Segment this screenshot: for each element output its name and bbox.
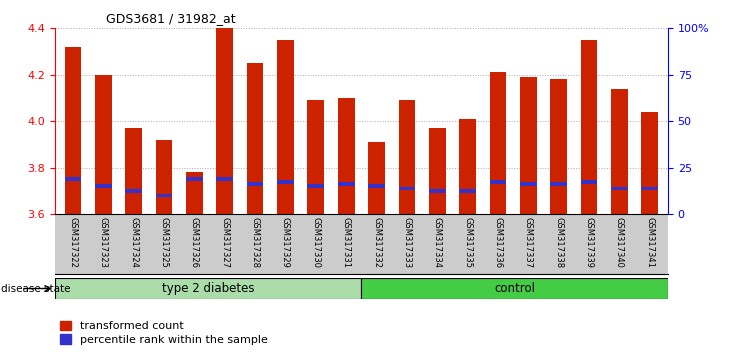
Text: type 2 diabetes: type 2 diabetes <box>162 282 254 295</box>
Bar <box>490 180 507 183</box>
Bar <box>186 172 203 214</box>
Text: GSM317327: GSM317327 <box>220 217 229 268</box>
Bar <box>429 128 445 214</box>
Bar <box>361 278 668 299</box>
Text: GSM317324: GSM317324 <box>129 217 138 268</box>
Legend: transformed count, percentile rank within the sample: transformed count, percentile rank withi… <box>61 321 268 345</box>
Text: GSM317330: GSM317330 <box>311 217 320 268</box>
Text: GSM317325: GSM317325 <box>160 217 169 268</box>
Bar <box>126 189 142 193</box>
Bar <box>155 194 172 198</box>
Text: GSM317326: GSM317326 <box>190 217 199 268</box>
Bar <box>429 189 445 193</box>
Bar <box>580 40 597 214</box>
Text: GSM317329: GSM317329 <box>281 217 290 268</box>
Text: GSM317332: GSM317332 <box>372 217 381 268</box>
Bar <box>186 177 203 181</box>
Bar <box>155 140 172 214</box>
Bar <box>55 278 361 299</box>
Text: GSM317341: GSM317341 <box>645 217 654 268</box>
Bar <box>277 40 293 214</box>
Text: GSM317336: GSM317336 <box>493 217 502 268</box>
Bar <box>126 128 142 214</box>
Bar <box>368 142 385 214</box>
Text: GSM317328: GSM317328 <box>250 217 260 268</box>
Bar <box>65 177 81 181</box>
Bar <box>490 73 507 214</box>
Text: GSM317335: GSM317335 <box>463 217 472 268</box>
Text: control: control <box>494 282 535 295</box>
Bar <box>307 100 324 214</box>
Bar <box>611 187 628 190</box>
Text: GSM317338: GSM317338 <box>554 217 563 268</box>
Bar <box>65 47 81 214</box>
Bar <box>216 177 233 181</box>
Text: GSM317339: GSM317339 <box>585 217 593 268</box>
Text: GSM317322: GSM317322 <box>69 217 77 268</box>
Bar <box>277 180 293 183</box>
Bar <box>247 182 264 186</box>
Bar <box>520 77 537 214</box>
Text: disease state: disease state <box>1 284 70 293</box>
Text: GSM317323: GSM317323 <box>99 217 108 268</box>
Bar <box>550 79 567 214</box>
Text: GDS3681 / 31982_at: GDS3681 / 31982_at <box>106 12 236 25</box>
Text: GSM317333: GSM317333 <box>402 217 412 268</box>
Bar <box>399 100 415 214</box>
Bar <box>307 184 324 188</box>
Bar <box>642 187 658 190</box>
Text: GSM317331: GSM317331 <box>342 217 350 268</box>
Text: GSM317337: GSM317337 <box>524 217 533 268</box>
Bar <box>399 187 415 190</box>
Bar <box>247 63 264 214</box>
Bar <box>216 28 233 214</box>
Bar <box>459 189 476 193</box>
Bar <box>580 180 597 183</box>
Bar <box>611 89 628 214</box>
Text: GSM317340: GSM317340 <box>615 217 624 268</box>
Bar <box>550 182 567 186</box>
Bar <box>95 75 112 214</box>
Text: GSM317334: GSM317334 <box>433 217 442 268</box>
Bar <box>338 98 355 214</box>
Bar <box>368 184 385 188</box>
Bar <box>642 112 658 214</box>
Bar <box>520 182 537 186</box>
Bar <box>338 182 355 186</box>
Bar <box>95 184 112 188</box>
Bar <box>459 119 476 214</box>
